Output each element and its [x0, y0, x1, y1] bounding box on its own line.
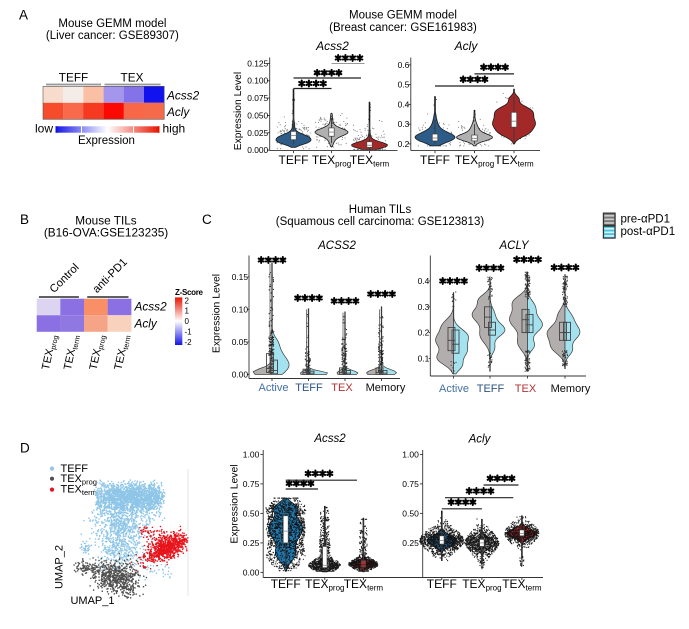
svg-text:Expression Level: Expression Level	[230, 464, 241, 543]
svg-text:TEX: TEX	[515, 383, 537, 395]
svg-text:0.4: 0.4	[398, 99, 410, 109]
svg-text:1.00: 1.00	[402, 449, 419, 459]
svg-text:0: 0	[185, 317, 190, 326]
svg-text:Memory: Memory	[551, 383, 591, 395]
svg-text:C: C	[202, 212, 212, 227]
svg-text:Mouse GEMM model: Mouse GEMM model	[349, 10, 457, 22]
svg-text:0.3: 0.3	[418, 302, 430, 312]
svg-text:1: 1	[185, 307, 190, 316]
svg-text:high: high	[163, 122, 186, 136]
svg-text:0.075: 0.075	[247, 93, 268, 103]
svg-text:0.050: 0.050	[247, 110, 268, 120]
svg-text:0.50: 0.50	[402, 508, 419, 518]
svg-text:TEFF: TEFF	[295, 382, 323, 394]
svg-text:Human TILs: Human TILs	[349, 204, 412, 216]
svg-text:0.100: 0.100	[247, 76, 268, 86]
svg-text:-2: -2	[185, 338, 193, 347]
svg-text:Expression Level: Expression Level	[233, 72, 244, 150]
svg-text:(Breast cancer: GSE161983): (Breast cancer: GSE161983)	[329, 22, 477, 34]
svg-text:0.10: 0.10	[232, 304, 249, 314]
svg-text:Memory: Memory	[366, 382, 406, 394]
svg-text:1.00: 1.00	[243, 449, 260, 459]
svg-text:0.1: 0.1	[418, 353, 430, 363]
svg-text:Acss2: Acss2	[315, 39, 349, 53]
svg-text:Acss2: Acss2	[134, 300, 168, 314]
svg-text:(Liver cancer: GSE89307): (Liver cancer: GSE89307)	[46, 30, 179, 42]
svg-text:0.3: 0.3	[398, 119, 410, 129]
svg-text:TEFF: TEFF	[59, 71, 89, 85]
svg-text:TEFF: TEFF	[61, 463, 89, 475]
svg-text:TEX: TEX	[121, 71, 144, 85]
svg-text:TEFF: TEFF	[279, 153, 309, 167]
svg-text:-1: -1	[185, 328, 193, 337]
svg-text:0.00: 0.00	[243, 567, 260, 577]
svg-text:(Squamous cell carcinoma: GSE1: (Squamous cell carcinoma: GSE123813)	[276, 216, 485, 228]
svg-text:Acly: Acly	[468, 433, 492, 445]
svg-text:0.05: 0.05	[232, 337, 249, 347]
svg-text:0.50: 0.50	[243, 508, 260, 518]
svg-text:ACLY: ACLY	[499, 240, 530, 252]
svg-text:B: B	[20, 212, 29, 227]
svg-text:0.000: 0.000	[247, 145, 268, 155]
svg-text:D: D	[20, 441, 30, 456]
svg-text:0.6: 0.6	[398, 60, 410, 70]
svg-text:Active: Active	[259, 382, 289, 394]
svg-text:Active: Active	[439, 383, 469, 395]
svg-text:ACSS2: ACSS2	[317, 240, 356, 252]
svg-text:TEFF: TEFF	[477, 383, 505, 395]
svg-text:Acly: Acly	[454, 39, 479, 53]
svg-text:(B16-OVA:GSE123235): (B16-OVA:GSE123235)	[44, 226, 168, 240]
svg-text:0.75: 0.75	[402, 479, 419, 489]
svg-text:0.75: 0.75	[243, 479, 260, 489]
svg-text:Acss2: Acss2	[166, 89, 200, 103]
svg-text:Expression Level: Expression Level	[212, 274, 223, 353]
svg-text:0.25: 0.25	[243, 538, 260, 548]
svg-text:Z-Score: Z-Score	[175, 288, 204, 297]
svg-text:Acly: Acly	[134, 317, 158, 331]
svg-text:Expression: Expression	[78, 135, 135, 147]
svg-text:pre-αPD1: pre-αPD1	[621, 213, 670, 225]
svg-text:0.4: 0.4	[418, 276, 430, 286]
svg-text:TEFF: TEFF	[271, 577, 301, 591]
svg-text:0.5: 0.5	[398, 80, 410, 90]
svg-text:Acss2: Acss2	[313, 433, 346, 445]
svg-text:UMAP_2: UMAP_2	[54, 545, 66, 589]
svg-text:Mouse GEMM model: Mouse GEMM model	[58, 18, 166, 30]
svg-text:0.025: 0.025	[247, 128, 268, 138]
svg-text:0.15: 0.15	[232, 272, 249, 282]
svg-text:0.2: 0.2	[398, 139, 410, 149]
svg-text:0.25: 0.25	[402, 538, 419, 548]
svg-text:0.2: 0.2	[418, 328, 430, 338]
svg-text:TEX: TEX	[331, 382, 353, 394]
svg-text:TEFF: TEFF	[427, 577, 457, 591]
svg-text:0.00: 0.00	[232, 369, 249, 379]
svg-text:post-αPD1: post-αPD1	[621, 226, 676, 238]
svg-text:0.125: 0.125	[247, 58, 268, 68]
svg-text:low: low	[35, 122, 53, 136]
svg-text:2: 2	[185, 296, 190, 305]
svg-text:UMAP_1: UMAP_1	[70, 595, 114, 607]
svg-text:A: A	[19, 8, 28, 23]
svg-text:Mouse TILs: Mouse TILs	[75, 213, 137, 227]
svg-text:TEFF: TEFF	[420, 153, 450, 167]
svg-text:Acly: Acly	[166, 105, 190, 119]
